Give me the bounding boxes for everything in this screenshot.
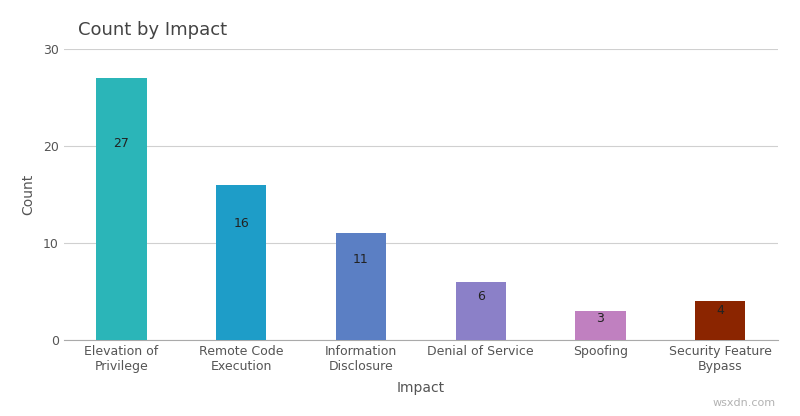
Bar [336, 233, 386, 340]
Bar [455, 282, 506, 340]
Text: 27: 27 [114, 137, 130, 150]
Bar [216, 185, 266, 340]
Text: 4: 4 [716, 305, 724, 317]
Text: 6: 6 [477, 290, 485, 303]
Text: 16: 16 [234, 217, 249, 230]
Text: wsxdn.com: wsxdn.com [713, 398, 776, 408]
Bar [96, 78, 146, 340]
Text: 11: 11 [353, 253, 369, 266]
Bar [575, 311, 626, 340]
X-axis label: Impact: Impact [397, 381, 445, 395]
Text: 3: 3 [597, 312, 604, 324]
Bar [695, 301, 746, 340]
Y-axis label: Count: Count [21, 174, 35, 215]
Text: Count by Impact: Count by Impact [78, 21, 227, 39]
